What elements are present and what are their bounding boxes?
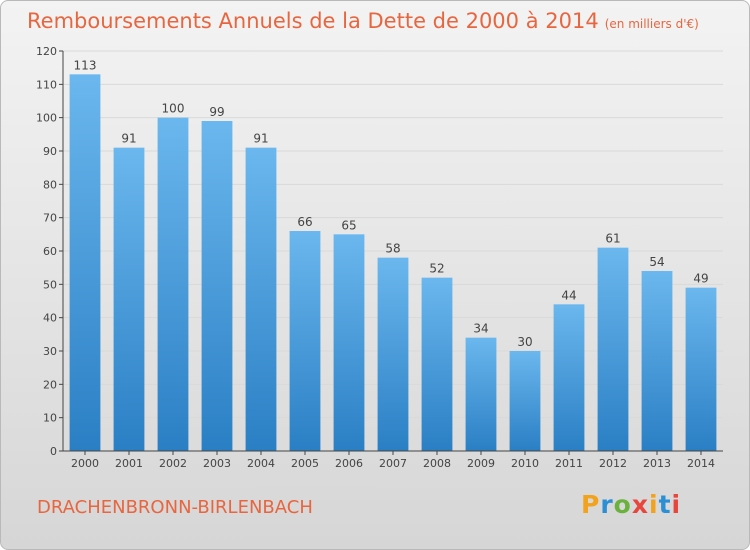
x-tick-label: 2008	[423, 457, 451, 470]
data-label: 99	[209, 105, 224, 119]
x-tick-label: 2001	[115, 457, 143, 470]
data-label: 65	[341, 218, 356, 232]
bar	[377, 257, 409, 451]
y-tick-label: 100	[36, 112, 57, 125]
y-tick-label: 50	[43, 278, 57, 291]
axes: 0 10 20 30 40 50 60 70 80 90 100 110 120 2000 2001 2002…	[36, 45, 723, 470]
x-tick-label: 2005	[291, 457, 319, 470]
data-label: 49	[693, 272, 708, 286]
x-tick-label: 2007	[379, 457, 407, 470]
bar	[245, 147, 277, 451]
data-label: 54	[649, 255, 664, 269]
logo-letter: i	[649, 490, 659, 519]
x-tick-label: 2000	[71, 457, 99, 470]
data-label: 100	[162, 102, 185, 116]
y-tick-label: 20	[43, 378, 57, 391]
bar	[685, 287, 717, 451]
data-label: 30	[517, 335, 532, 349]
data-label: 113	[74, 58, 97, 72]
logo-letter: t	[658, 490, 672, 519]
chart-title-text: Remboursements Annuels de la Dette de 20…	[27, 9, 599, 33]
y-tick-label: 0	[50, 445, 57, 458]
x-tick-label: 2011	[555, 457, 583, 470]
bar	[465, 337, 497, 451]
y-tick-label: 30	[43, 345, 57, 358]
bar	[597, 247, 629, 451]
data-label: 91	[121, 132, 136, 146]
x-tick-label: 2003	[203, 457, 231, 470]
chart-title: Remboursements Annuels de la Dette de 20…	[27, 9, 699, 33]
data-label: 44	[561, 288, 576, 302]
y-tick-label: 40	[43, 312, 57, 325]
chart-subtitle: (en milliers d'€)	[604, 17, 699, 31]
logo-letter: P	[581, 490, 601, 519]
data-label: 58	[385, 242, 400, 256]
bar	[113, 147, 145, 451]
commune-name: DRACHENBRONN-BIRLENBACH	[37, 497, 313, 518]
logo-letter: i	[671, 490, 682, 519]
bar	[157, 117, 189, 452]
data-label: 66	[297, 215, 312, 229]
proxiti-logo: Proxiti	[581, 490, 681, 519]
x-tick-label: 2004	[247, 457, 275, 470]
x-tick-label: 2006	[335, 457, 363, 470]
bar	[421, 277, 453, 451]
bars: 113 91 100 99 91 66 65 58 52 34 30 44 61 54 49	[69, 58, 717, 452]
bar	[69, 74, 101, 451]
logo-letter: x	[631, 490, 649, 519]
y-tick-label: 110	[36, 78, 57, 91]
bar	[641, 271, 673, 451]
logo-letter: o	[613, 490, 632, 519]
x-tick-label: 2009	[467, 457, 495, 470]
bar	[289, 231, 321, 451]
x-tick-label: 2012	[599, 457, 627, 470]
logo-letter: r	[600, 490, 614, 519]
y-tick-label: 120	[36, 45, 57, 58]
data-label: 91	[253, 132, 268, 146]
x-tick-label: 2002	[159, 457, 187, 470]
bar	[553, 304, 585, 451]
x-tick-label: 2014	[687, 457, 715, 470]
data-label: 34	[473, 322, 488, 336]
y-tick-label: 60	[43, 245, 57, 258]
x-tick-label: 2013	[643, 457, 671, 470]
data-label: 52	[429, 262, 444, 276]
bar	[333, 234, 365, 451]
x-tick-label: 2010	[511, 457, 539, 470]
data-label: 61	[605, 232, 620, 246]
bar	[201, 121, 233, 451]
y-tick-label: 80	[43, 178, 57, 191]
y-tick-label: 70	[43, 212, 57, 225]
y-tick-label: 10	[43, 412, 57, 425]
y-tick-label: 90	[43, 145, 57, 158]
bar	[509, 351, 541, 451]
